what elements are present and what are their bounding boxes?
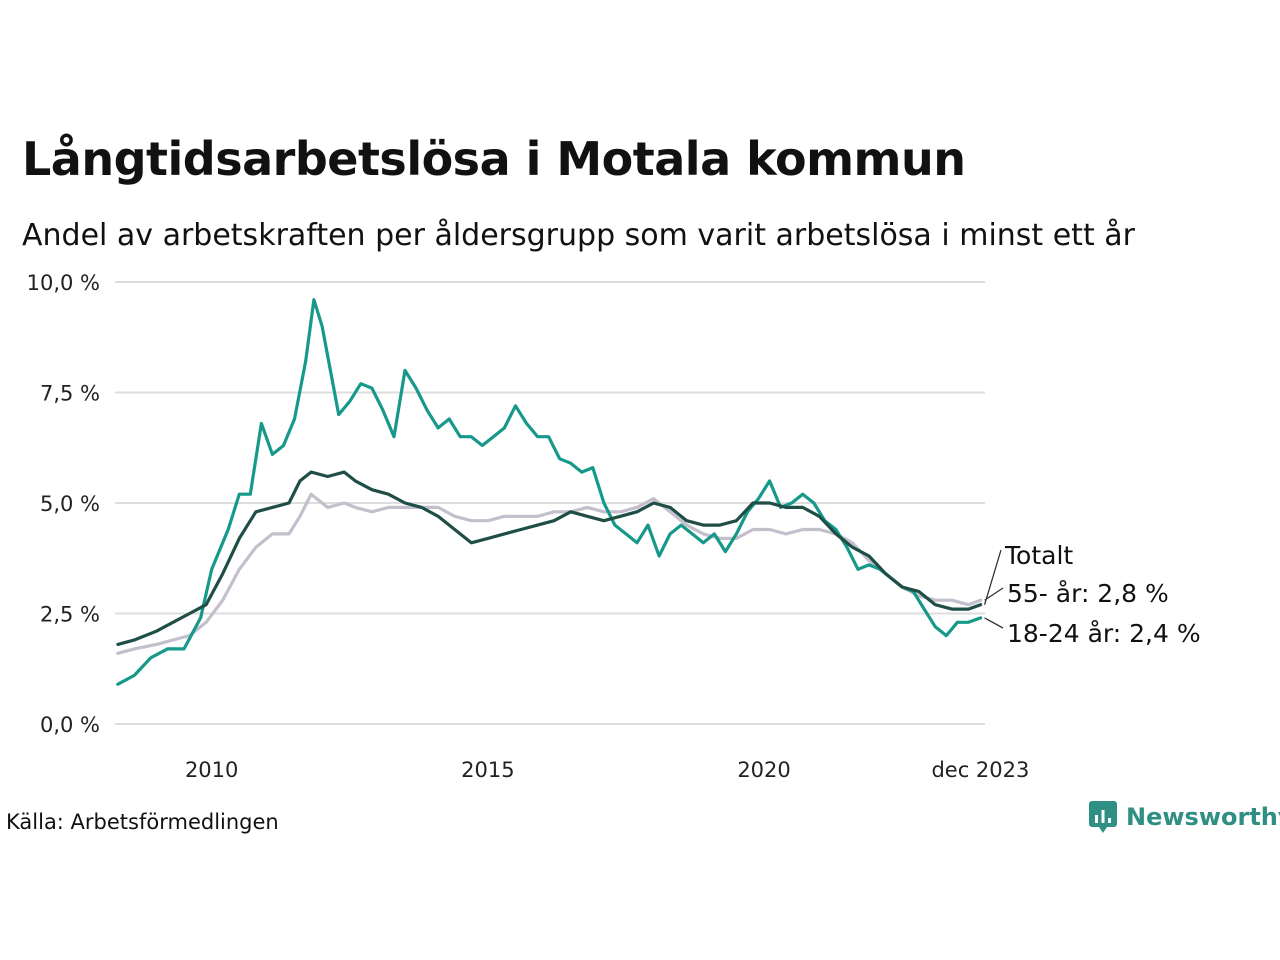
newsworthy-logo-icon [1089, 801, 1117, 833]
chart-subtitle: Andel av arbetskraften per åldersgrupp s… [22, 218, 1135, 253]
chart-title: Långtidsarbetslösa i Motala kommun [22, 132, 966, 186]
source-note: Källa: Arbetsförmedlingen [6, 810, 279, 834]
y-tick-label: 2,5 % [40, 603, 100, 627]
x-tick-label: 2010 [185, 758, 238, 782]
series-end-label: Totalt [1004, 541, 1073, 570]
label-leader-line [984, 587, 1004, 601]
series-end-label: 55- år: 2,8 % [1007, 579, 1169, 608]
series-line-totalt [116, 470, 983, 646]
x-tick-label: dec 2023 [931, 758, 1029, 782]
x-tick-label: 2015 [461, 758, 514, 782]
grid-layer: 0,0 % 2,5 % 5,0 % 7,5 % 10,0 % 2010 2015 2020 de… [27, 271, 1030, 782]
series-end-label: 18-24 år: 2,4 % [1007, 619, 1201, 648]
label-leader-line [983, 549, 1002, 605]
series-line-55-r [116, 492, 983, 655]
x-tick-label: 2020 [737, 758, 790, 782]
series-label-layer: Totalt 55- år: 2,8 % 18-24 år: 2,4 % [983, 541, 1201, 648]
y-tick-label: 5,0 % [40, 492, 100, 516]
y-tick-label: 0,0 % [40, 713, 100, 737]
series-line-18-24-r [116, 298, 983, 686]
series-layer [116, 298, 983, 686]
label-leader-line [984, 617, 1004, 629]
y-tick-label: 10,0 % [27, 271, 100, 295]
y-tick-label: 7,5 % [40, 382, 100, 406]
brand-logo[interactable]: Newsworthy [1088, 800, 1280, 834]
brand-name: Newsworthy [1126, 803, 1280, 831]
